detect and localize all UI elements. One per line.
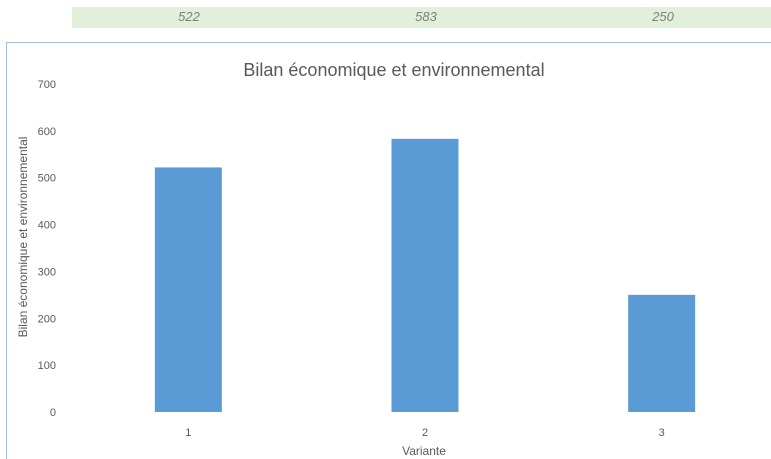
x-tick-label: 1 (185, 427, 191, 439)
x-axis-ticks: 1 2 3 (185, 427, 664, 439)
y-tick-label: 300 (38, 266, 56, 278)
x-axis-title: Variante (402, 444, 446, 458)
strip-value-2: 583 (415, 9, 437, 24)
strip-value-1: 522 (178, 9, 200, 24)
strip-value-3: 250 (652, 9, 674, 24)
x-tick-label: 3 (659, 427, 665, 439)
y-tick-label: 700 (38, 79, 56, 91)
chart-title: Bilan économique et environnemental (243, 60, 544, 80)
y-axis-title: Bilan économique et environnemental (16, 137, 30, 338)
y-axis-ticks: 0 100 200 300 400 500 600 700 (38, 79, 56, 419)
bar-2[interactable] (391, 138, 459, 412)
y-tick-label: 400 (38, 220, 56, 232)
chart-area[interactable] (6, 42, 771, 459)
y-tick-label: 100 (38, 360, 56, 372)
y-tick-label: 200 (38, 313, 56, 325)
x-tick-label: 2 (422, 427, 428, 439)
y-tick-label: 600 (38, 126, 56, 138)
bar-1[interactable] (154, 167, 222, 412)
bar-3[interactable] (628, 294, 696, 412)
data-row-strip: 522 583 250 (72, 7, 771, 28)
y-tick-label: 500 (38, 173, 56, 185)
y-tick-label: 0 (50, 407, 56, 419)
bars (154, 138, 696, 412)
